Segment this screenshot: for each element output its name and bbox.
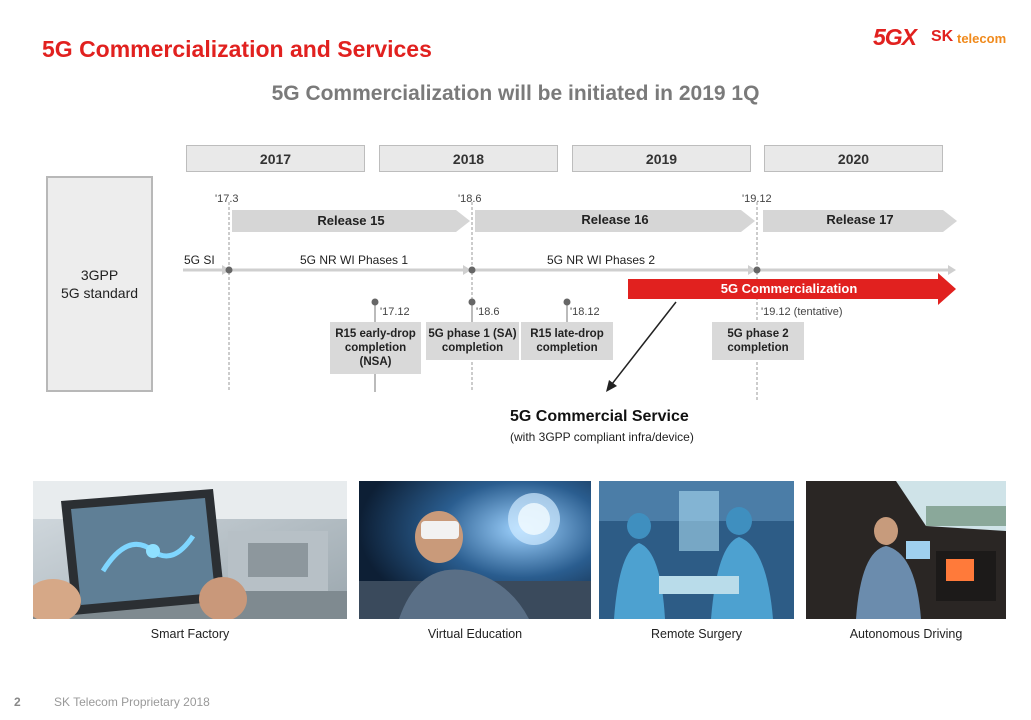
dot-18-6 <box>468 266 476 274</box>
tick-label-19-12: '19.12 <box>742 193 772 205</box>
slide-subtitle: 5G Commercialization will be initiated i… <box>271 82 760 105</box>
tick-label-18-6: '18.6 <box>458 193 482 205</box>
release-15-label: Release 15 <box>317 213 385 228</box>
sk-telecom-logo: 5GX SK telecom <box>873 24 1018 58</box>
milestone-line: R15 early-drop <box>335 328 416 340</box>
5g-si-label: 5G SI <box>184 253 215 267</box>
release-17-label: Release 17 <box>826 212 894 227</box>
milestone-date-18-6: '18.6 <box>476 306 500 318</box>
milestone-box-r15-early-drop: R15 early-drop completion (NSA) <box>330 322 421 374</box>
page-number: 2 <box>14 695 21 709</box>
3gpp-standard-box: 3GPP 5G standard <box>46 176 153 392</box>
logo-sk-text: SK <box>931 28 954 45</box>
milestone-box-5g-phase1: 5G phase 1 (SA) completion <box>426 322 519 360</box>
timeline-graphic <box>183 202 957 400</box>
dot-19-12 <box>753 266 761 274</box>
logo-5gx-mark: 5GX <box>873 24 917 50</box>
5g-commercialization-label: 5G Commercialization <box>720 281 858 296</box>
milestone-line: R15 late-drop <box>530 328 604 340</box>
virtual-education-image <box>359 481 591 619</box>
milestone-box-r15-late-drop: R15 late-drop completion <box>521 322 613 360</box>
milestone-line: (NSA) <box>359 356 392 368</box>
year-header-2018: 2018 <box>379 145 558 172</box>
remote-surgery-caption: Remote Surgery <box>650 627 742 641</box>
milestone-line: completion <box>441 342 504 354</box>
slide-title: 5G Commercialization and Services <box>42 36 432 62</box>
phase1-label: 5G NR WI Phases 1 <box>300 253 409 267</box>
milestone-line: completion <box>344 342 407 354</box>
3gpp-label: 3GPP <box>80 267 119 283</box>
autonomous-driving-caption: Autonomous Driving <box>849 627 963 641</box>
service-pointer-arrow <box>611 301 677 385</box>
release-16-arrow <box>475 210 755 232</box>
commercial-service-title: 5G Commercial Service <box>510 408 689 425</box>
smart-factory-image <box>33 481 347 619</box>
release-16-label: Release 16 <box>581 212 649 227</box>
milestone-line: 5G phase 2 <box>727 328 789 340</box>
milestone-date-17-12: '17.12 <box>380 306 410 318</box>
release-15-arrow <box>232 210 470 232</box>
phase2-label: 5G NR WI Phases 2 <box>547 253 656 267</box>
release-17-arrow <box>763 210 957 232</box>
smart-factory-caption: Smart Factory <box>150 627 230 641</box>
year-header-2019: 2019 <box>572 145 751 172</box>
milestone-date-18-12: '18.12 <box>570 306 600 318</box>
milestone-date-19-12: '19.12 (tentative) <box>761 306 843 318</box>
commercial-service-subtitle: (with 3GPP compliant infra/device) <box>510 430 694 444</box>
year-header-2020: 2020 <box>764 145 943 172</box>
milestone-line: 5G phase 1 (SA) <box>428 328 517 340</box>
remote-surgery-image <box>599 481 794 619</box>
footer-text: SK Telecom Proprietary 2018 <box>54 695 210 709</box>
5g-standard-label: 5G standard <box>60 285 139 301</box>
virtual-education-caption: Virtual Education <box>427 627 523 641</box>
milestone-box-5g-phase2: 5G phase 2 completion <box>712 322 804 360</box>
year-header-2017: 2017 <box>186 145 365 172</box>
milestone-line: completion <box>536 342 598 354</box>
milestone-line: completion <box>727 342 789 354</box>
autonomous-driving-image <box>806 481 1006 619</box>
dot-17-3 <box>225 266 233 274</box>
5g-commercialization-arrow <box>628 273 956 305</box>
tick-label-17-3: '17.3 <box>215 193 239 205</box>
logo-telecom-text: telecom <box>957 31 1007 46</box>
